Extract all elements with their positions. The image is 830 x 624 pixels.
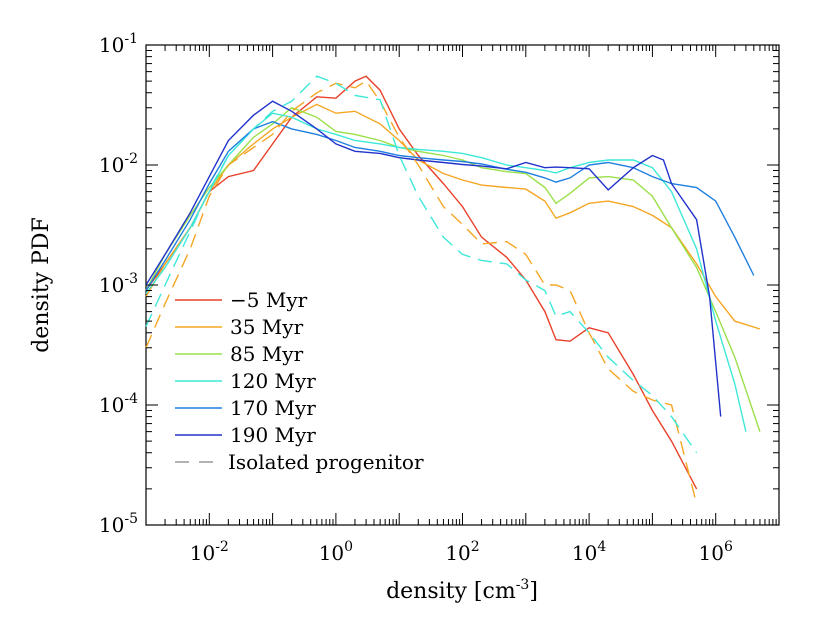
y-axis-label: density PDF bbox=[29, 217, 54, 353]
x-axis-ticks: 10-2 100 102 104 106 bbox=[145, 45, 780, 565]
y-tick-label: 10-3 bbox=[99, 271, 138, 297]
series-line-isolated-progenitor-1 bbox=[145, 75, 698, 454]
series-line-5 bbox=[145, 100, 722, 417]
x-axis-label-main: density [cm bbox=[386, 579, 516, 604]
series-line-isolated-progenitor-0 bbox=[145, 80, 698, 505]
x-axis-label-sup: -3 bbox=[516, 577, 530, 593]
x-tick-label: 106 bbox=[699, 539, 733, 565]
x-axis-label: density [cm-3] bbox=[386, 577, 538, 604]
y-tick-label: 10-2 bbox=[99, 151, 138, 177]
series-line-0 bbox=[145, 75, 698, 490]
x-tick-label: 102 bbox=[445, 539, 479, 565]
legend-label: 120 Myr bbox=[230, 369, 316, 393]
y-tick-label: 10-5 bbox=[99, 511, 138, 537]
legend-label: 190 Myr bbox=[230, 423, 316, 447]
legend-label: Isolated progenitor bbox=[228, 450, 424, 474]
x-axis-label-end: ] bbox=[529, 579, 538, 604]
x-tick-label: 100 bbox=[319, 539, 353, 565]
series-layer bbox=[145, 75, 761, 505]
series-line-1 bbox=[145, 103, 761, 330]
legend-label: 170 Myr bbox=[230, 396, 316, 420]
legend-label: 85 Myr bbox=[230, 342, 304, 366]
series-line-2 bbox=[145, 106, 761, 432]
y-tick-label: 10-4 bbox=[99, 391, 138, 417]
y-axis-ticks: 10-5 10-4 10-3 10-2 10-1 bbox=[99, 31, 779, 537]
x-tick-label: 104 bbox=[572, 539, 606, 565]
y-tick-label: 10-1 bbox=[99, 31, 138, 57]
legend-label: 35 Myr bbox=[230, 315, 304, 339]
legend: −5 Myr 35 Myr 85 Myr 120 Myr 170 Myr 190 Myr I… bbox=[175, 288, 424, 474]
legend-label: −5 Myr bbox=[230, 288, 308, 312]
x-tick-label: 10-2 bbox=[190, 539, 229, 565]
